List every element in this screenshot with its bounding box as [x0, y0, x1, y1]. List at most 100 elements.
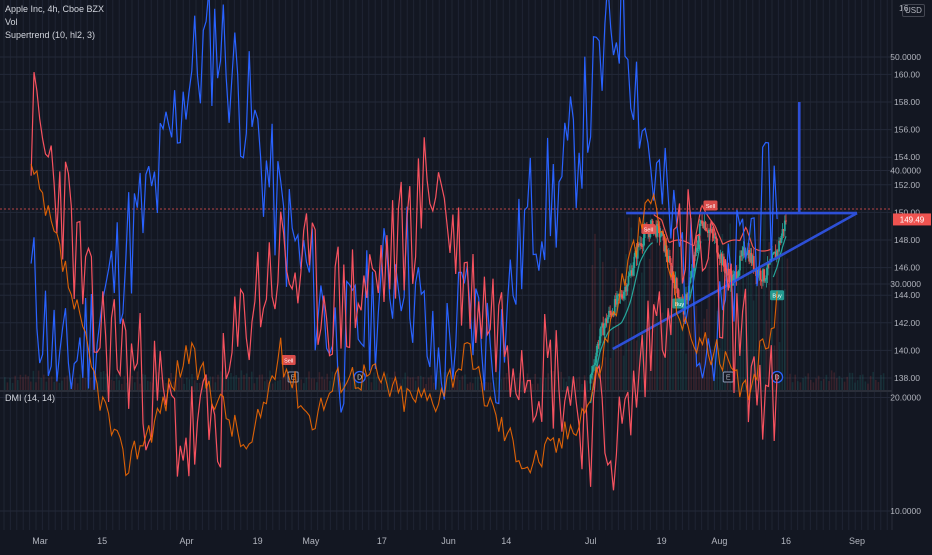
volume-bar	[251, 371, 253, 390]
volume-bar	[204, 383, 206, 390]
candle-body	[641, 246, 644, 247]
volume-bar	[830, 370, 833, 390]
volume-bar	[271, 383, 274, 390]
currency-badge[interactable]: USD	[902, 4, 925, 17]
candle-body	[688, 282, 691, 294]
volume-bar	[451, 383, 453, 390]
time-scale-bg[interactable]	[0, 530, 932, 550]
candle-body	[626, 284, 629, 292]
candle-body	[672, 273, 675, 280]
candle-body	[752, 256, 755, 271]
volume-bar	[391, 377, 393, 390]
volume-bar	[378, 375, 380, 390]
candle-body	[634, 250, 637, 257]
candle-body	[617, 294, 620, 296]
volume-bar	[758, 213, 760, 390]
volume-bar	[867, 383, 869, 390]
time-tick-label: 16	[781, 536, 791, 546]
volume-bar	[401, 379, 404, 390]
candle-body	[750, 252, 753, 264]
candle-body	[698, 223, 701, 236]
volume-bar	[165, 383, 167, 390]
candle-body	[677, 288, 679, 298]
volume-bar	[685, 353, 687, 390]
dmi-pane	[30, 0, 778, 491]
candle-body	[596, 343, 599, 353]
time-tick-label: 19	[253, 536, 263, 546]
volume-bar	[186, 377, 188, 390]
volume-bar	[700, 337, 703, 390]
volume-bar	[516, 378, 518, 390]
volume-bar	[456, 375, 458, 390]
volume-bar	[781, 238, 783, 390]
volume-bar	[851, 372, 854, 390]
volume-bar	[633, 254, 635, 390]
volume-bar	[386, 373, 388, 390]
volume-bar	[266, 379, 269, 390]
symbol-legend[interactable]: Apple Inc, 4h, Cboe BZX	[5, 4, 105, 14]
volume-bar	[643, 214, 646, 390]
pane-separator[interactable]	[0, 390, 892, 392]
candle-body	[636, 243, 639, 259]
candle-body	[597, 343, 600, 346]
volume-bar	[547, 373, 549, 390]
candle-body	[697, 235, 700, 248]
candle-body	[631, 270, 633, 276]
volume-bar	[849, 372, 851, 390]
price-tick-label: 160.00	[894, 69, 920, 79]
volume-bar	[604, 357, 607, 390]
volume-bar	[305, 377, 308, 390]
volume-bar	[407, 376, 409, 390]
volume-bar	[620, 346, 622, 390]
candle-body	[722, 256, 725, 267]
time-tick-label: 15	[97, 536, 107, 546]
candle-body	[741, 250, 744, 257]
time-tick-label: 14	[501, 536, 511, 546]
signal-sell-tag	[281, 355, 296, 366]
candle-body	[763, 269, 766, 282]
volume-bar	[513, 382, 516, 390]
volume-bar	[284, 372, 287, 390]
volume-bar	[500, 378, 503, 390]
volume-bar	[100, 371, 102, 390]
candle-body	[718, 256, 721, 259]
candle-body	[695, 251, 698, 252]
candle-body	[609, 310, 612, 313]
volume-bar	[131, 375, 133, 390]
volume-bar	[856, 380, 859, 390]
volume-bar	[882, 373, 885, 390]
candle-body	[675, 278, 678, 289]
candle-body	[663, 234, 666, 252]
signal-buy-label: Buy	[675, 302, 685, 308]
volume-bar	[264, 381, 266, 390]
signal-sell-label: Sell	[644, 227, 653, 233]
supertrend-legend[interactable]: Supertrend (10, hl2, 3)	[5, 30, 96, 40]
dividend-icon-label: D	[357, 375, 362, 382]
volume-bar	[381, 382, 383, 390]
volume-bar	[310, 378, 313, 390]
price-scale-bg[interactable]	[892, 0, 932, 550]
volume-bar	[318, 372, 321, 390]
volume-bar	[877, 382, 880, 390]
volume-bar	[763, 213, 765, 390]
supertrend-up-line	[590, 242, 653, 404]
volume-bar	[477, 376, 479, 390]
volume-bar	[537, 383, 539, 390]
dmi-legend[interactable]: DMI (14, 14)	[5, 393, 56, 403]
volume-bar	[485, 381, 487, 390]
volume-bar	[836, 378, 838, 390]
volume-bar	[139, 383, 141, 390]
candle-body	[621, 297, 624, 299]
candle-body	[783, 220, 786, 232]
time-tick-label: Mar	[32, 536, 48, 546]
volume-bar	[105, 373, 107, 390]
volume-bar	[703, 318, 705, 390]
volume-bar	[115, 374, 118, 390]
vol-legend[interactable]: Vol	[5, 17, 18, 27]
dmi-scale: 10.000020.000030.000040.000050.000060.00…	[890, 52, 921, 516]
candle-body	[701, 220, 703, 224]
volume-bar	[747, 273, 750, 390]
price-tick-label: 148.00	[894, 235, 920, 245]
volume-bar	[552, 370, 555, 390]
